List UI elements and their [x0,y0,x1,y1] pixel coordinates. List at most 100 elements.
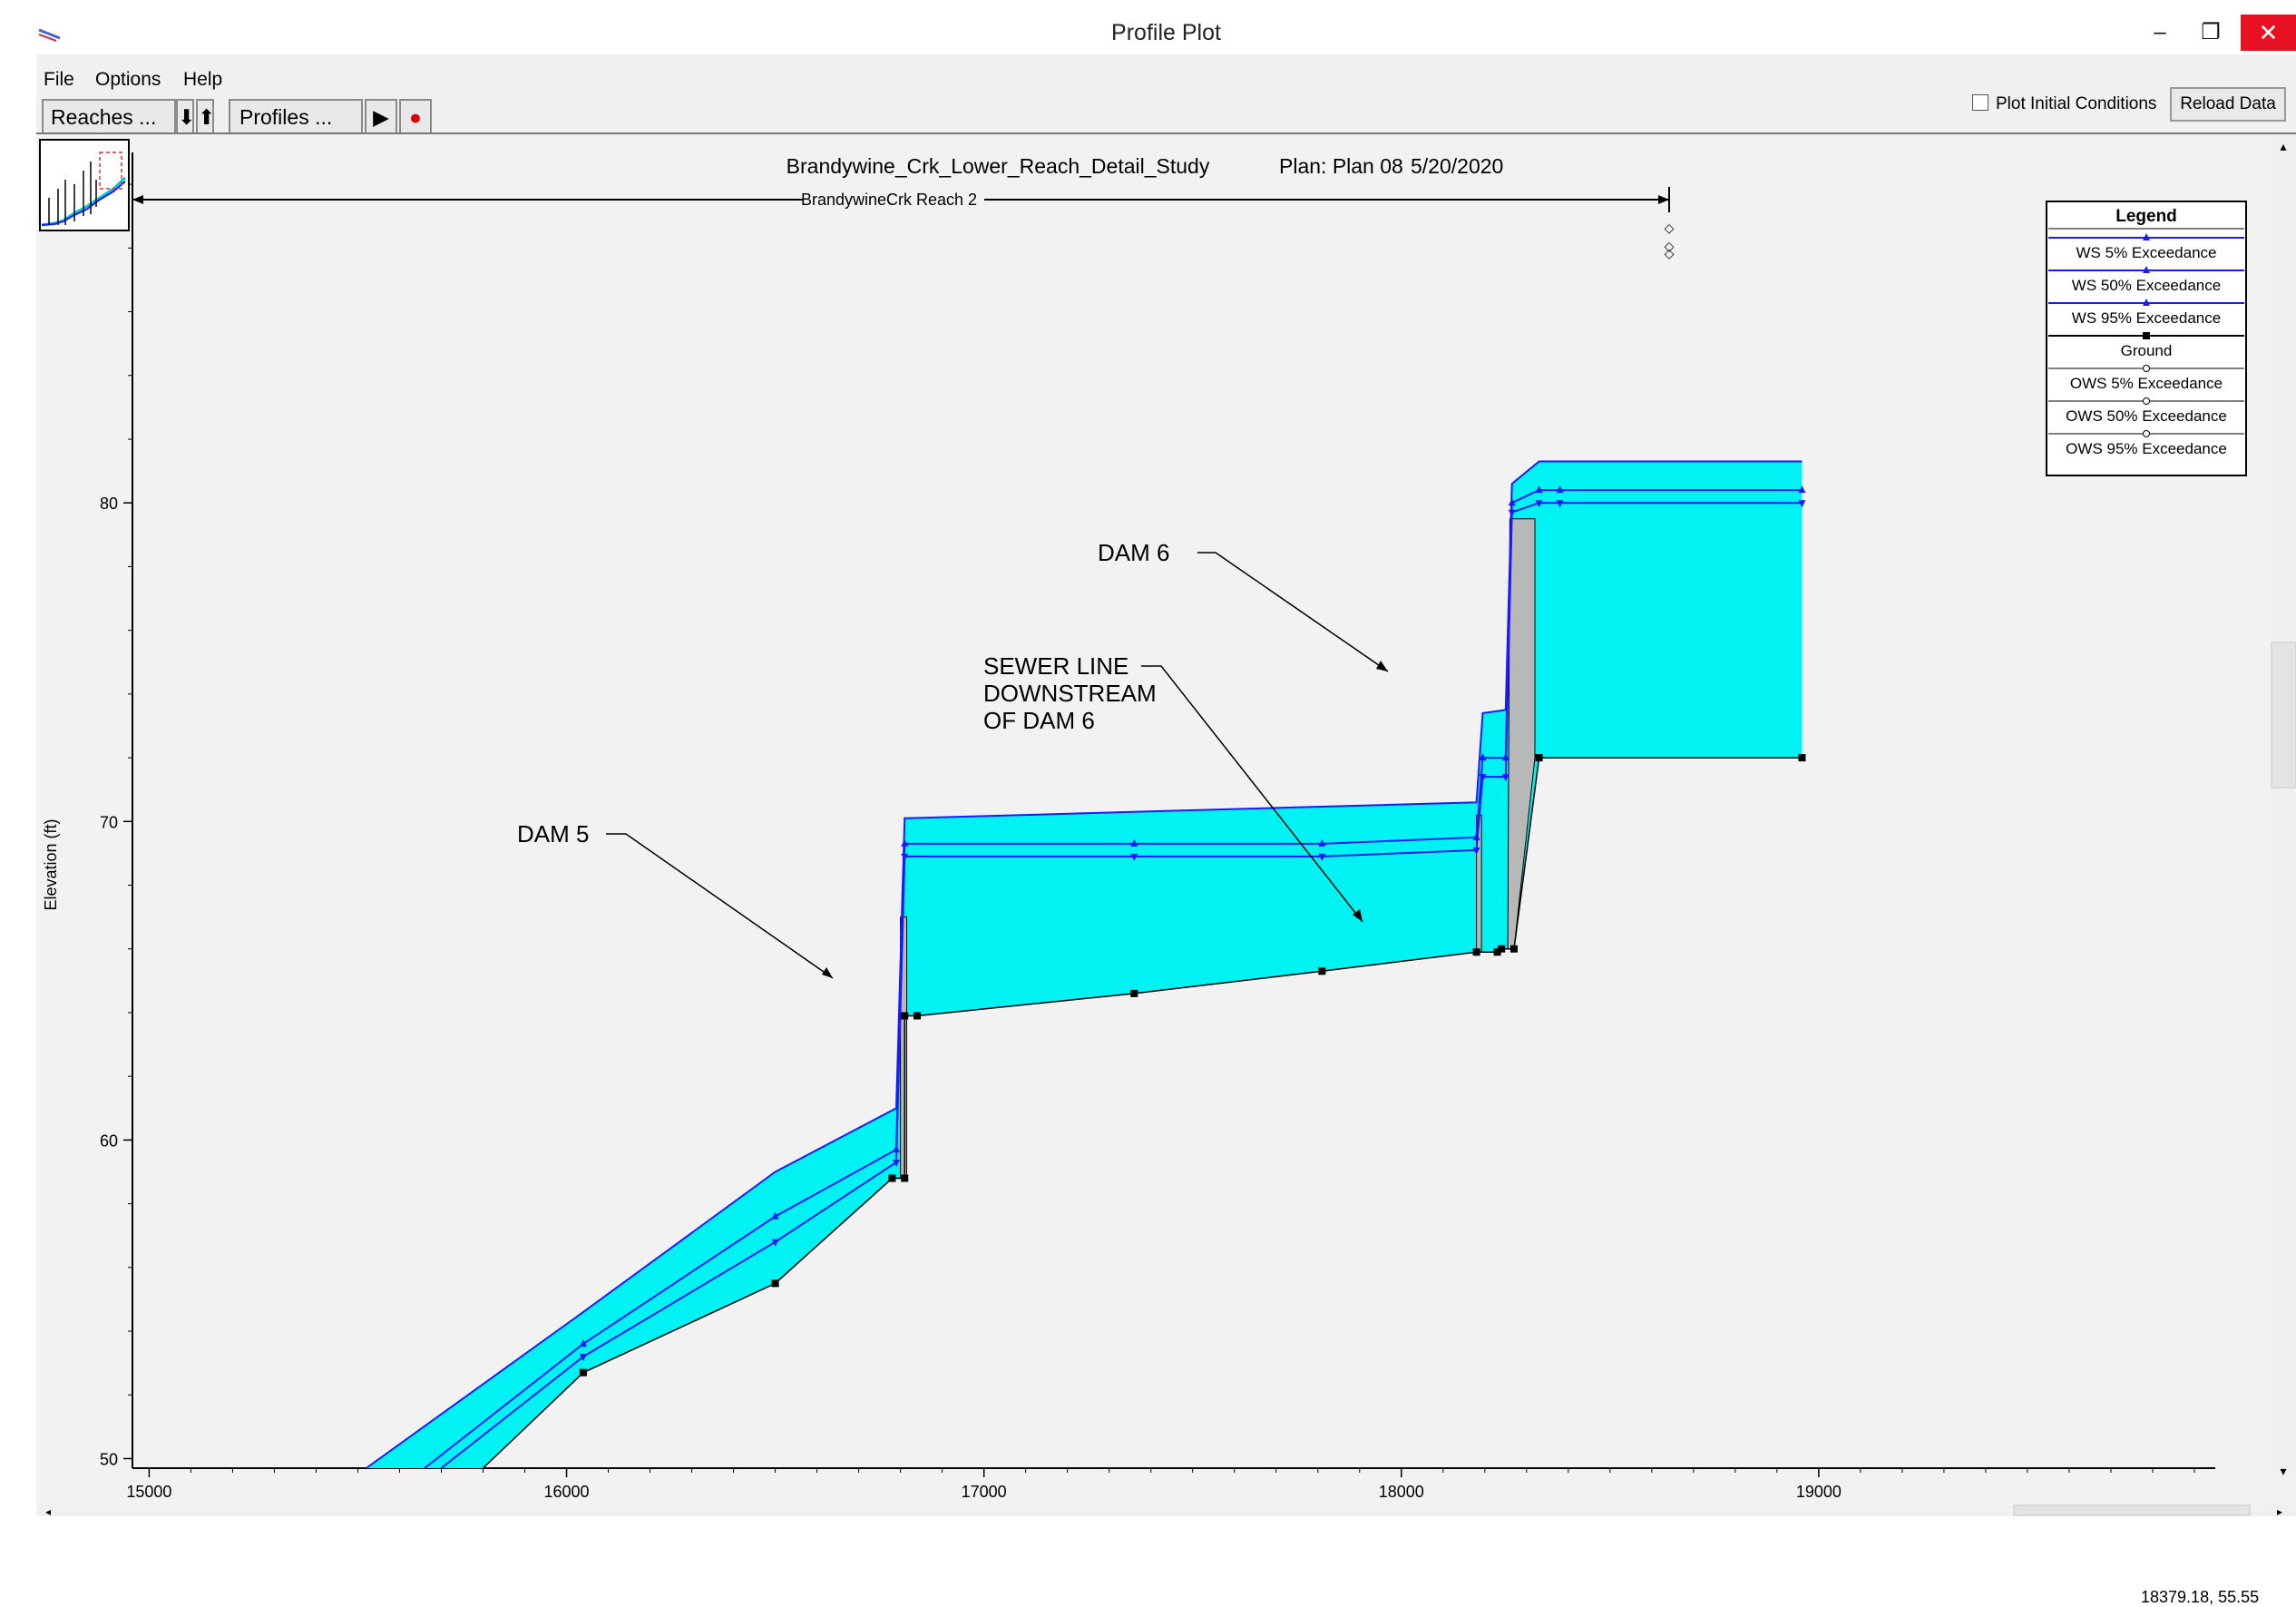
vertical-scrollbar[interactable]: ▴ ▾ [2271,134,2296,1478]
svg-text:▴: ▴ [2280,139,2286,153]
svg-text:◇: ◇ [1665,239,1675,253]
checkbox-box[interactable] [1972,94,1988,111]
menu-options[interactable]: Options [95,69,161,90]
legend-marker-2 [2143,299,2150,306]
reach-label: BrandywineCrk Reach 2 [801,191,977,209]
ground-marker [888,1174,896,1182]
legend-item-3: Ground [2121,342,2173,359]
move-down-button[interactable]: ⬇ [176,99,195,135]
series-line-2 [440,502,1803,1469]
minimize-button[interactable]: – [2154,20,2166,44]
series-line-1 [424,489,1803,1469]
menu-bar: File Options Help [36,54,2296,96]
svg-text:◇: ◇ [1665,246,1675,260]
plot-initial-conditions-checkbox[interactable]: Plot Initial Conditions [1972,94,2156,114]
y-axis-label: Elevation (ft) [42,818,60,910]
play-animation-button[interactable]: ▶ [365,99,397,135]
reload-data-button[interactable]: Reload Data [2170,87,2286,122]
ground-marker [771,1279,779,1288]
project-title: Brandywine_Crk_Lower_Reach_Detail_Study [787,154,1210,178]
ws-marker [1130,838,1138,847]
legend-title: Legend [2115,207,2177,226]
ws-marker [1479,753,1487,761]
legend-item-2: WS 95% Exceedance [2072,309,2221,327]
title-bar: Profile Plot – ❐ ✕ [36,15,2296,54]
legend-marker-4 [2143,365,2150,372]
toolbar: Reaches ... ⬇ ⬆ Profiles ... ▶ ● [36,87,2296,142]
plan-label: Plan: Plan 08 [1279,154,1403,178]
legend-marker-1 [2143,266,2150,273]
sewer-line-label-3: OF DAM 6 [983,707,1095,734]
dam-6-structure [1507,518,1536,950]
svg-text:▸: ▸ [2277,1505,2282,1516]
plot-initial-conditions-label: Plot Initial Conditions [1996,94,2157,113]
ws-marker [579,1354,587,1362]
x-tick-label-1: 16000 [543,1483,589,1501]
legend-item-6: OWS 95% Exceedance [2066,440,2227,457]
ground-marker [1472,948,1480,956]
svg-text:▾: ▾ [2280,1464,2286,1478]
water-surface-area [366,461,1803,1469]
ground-marker [901,1174,909,1182]
ground-marker [1798,754,1806,762]
plot-area: 506070801500016000170001800019000Main Ch… [36,132,2296,1606]
legend-marker-3 [2143,332,2150,339]
overview-minimap[interactable] [39,139,130,231]
y-tick-label-2: 70 [100,813,118,831]
svg-text:◂: ◂ [45,1505,51,1516]
y-tick-label-0: 50 [100,1450,118,1468]
ground-marker [901,1012,909,1020]
ws-marker [893,1144,901,1152]
sewer-line-label-1: SEWER LINE [983,652,1128,680]
ws-marker [1318,853,1326,861]
move-up-button[interactable]: ⬆ [196,99,215,135]
profile-plot-window: Profile Plot – ❐ ✕ File Options Help Rea… [36,15,2296,1606]
ws-marker [1472,847,1480,855]
ws-marker [893,1159,901,1167]
dam-6-label: DAM 6 [1098,539,1169,566]
hec-ras-app-icon [38,28,61,42]
ws-marker [771,1211,779,1220]
reaches-button[interactable]: Reaches ... [42,99,176,135]
legend-item-0: WS 5% Exceedance [2076,244,2217,261]
x-tick-label-3: 18000 [1379,1483,1424,1501]
plan-date: 5/20/2020 [1411,154,1503,178]
x-tick-label-0: 15000 [126,1483,171,1501]
menu-help[interactable]: Help [183,69,223,90]
dam-5-label: DAM 5 [517,820,589,848]
ground-marker [1509,945,1518,953]
y-tick-label-1: 60 [100,1132,118,1150]
legend-marker-5 [2143,397,2150,405]
ws-marker [1535,485,1543,494]
ws-marker [1508,498,1516,506]
ground-marker [1498,945,1506,953]
record-animation-button[interactable]: ● [399,99,432,135]
legend: Legend WS 5% Exceedance WS 50% Exceedance… [2046,201,2247,476]
horizontal-scrollbar[interactable]: ◂ ▸ [36,1504,2296,1518]
y-tick-label-3: 80 [100,495,118,513]
ws-marker [1501,753,1509,761]
ground-marker [1318,967,1326,975]
legend-item-1: WS 50% Exceedance [2072,277,2221,294]
ground-marker [579,1368,587,1377]
ws-marker [1556,500,1564,508]
ws-marker [1501,774,1509,782]
close-button[interactable]: ✕ [2241,15,2296,51]
ws-marker [1472,832,1480,840]
ground-marker [1130,989,1138,997]
profiles-button[interactable]: Profiles ... [229,99,363,135]
ground-marker [1493,948,1501,956]
legend-item-4: OWS 5% Exceedance [2070,375,2223,392]
maximize-button[interactable]: ❐ [2201,20,2221,44]
ws-marker [1479,774,1487,782]
profile-chart[interactable]: 506070801500016000170001800019000Main Ch… [36,134,2296,1528]
svg-text:◇: ◇ [1665,220,1675,235]
ws-marker [1318,838,1326,847]
ws-marker [1508,509,1516,517]
series-line-0 [366,460,1803,1469]
menu-file[interactable]: File [44,69,74,90]
reach-extent-line: ◇ ◇ ◇ [132,187,1675,260]
ws-marker [1535,500,1543,508]
legend-item-5: OWS 50% Exceedance [2066,407,2227,425]
ws-marker [1798,485,1806,494]
